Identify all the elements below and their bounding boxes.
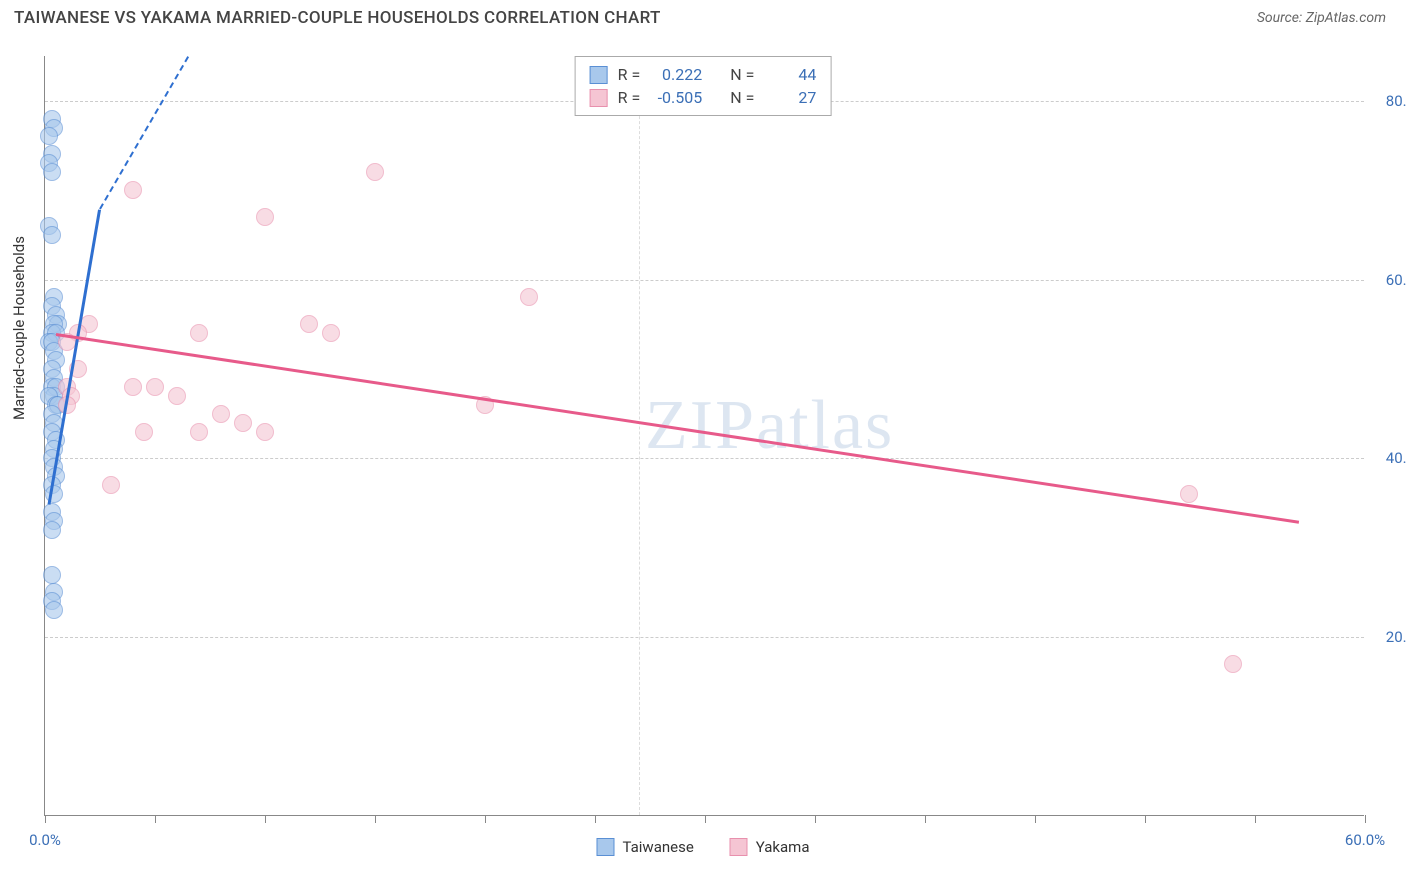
r-value: -0.505 <box>650 88 702 107</box>
chart-title: TAIWANESE VS YAKAMA MARRIED-COUPLE HOUSE… <box>14 8 661 28</box>
yakama-point <box>366 163 384 181</box>
y-tick-label: 20.0% <box>1386 628 1406 646</box>
gridline-vertical <box>639 56 640 815</box>
taiwanese-point <box>45 601 63 619</box>
x-tick <box>1035 815 1036 823</box>
x-tick <box>45 815 46 823</box>
legend-swatch <box>590 89 608 107</box>
x-tick <box>485 815 486 823</box>
series-legend: Taiwanese Yakama <box>596 838 809 856</box>
y-axis-title: Married-couple Households <box>10 236 28 420</box>
legend-label: Yakama <box>756 838 810 856</box>
y-tick-label: 60.0% <box>1386 271 1406 289</box>
taiwanese-point <box>43 163 61 181</box>
yakama-point <box>124 181 142 199</box>
correlation-legend: R = 0.222 N = 44 R = -0.505 N = 27 <box>575 56 832 116</box>
x-tick <box>925 815 926 823</box>
yakama-point <box>146 378 164 396</box>
yakama-point <box>135 423 153 441</box>
yakama-point <box>520 288 538 306</box>
x-tick <box>1145 815 1146 823</box>
n-label: N = <box>730 65 754 84</box>
r-label: R = <box>618 88 641 107</box>
yakama-point <box>256 208 274 226</box>
yakama-point <box>322 324 340 342</box>
x-tick <box>155 815 156 823</box>
legend-item: Yakama <box>730 838 810 856</box>
taiwanese-point <box>43 566 61 584</box>
yakama-point <box>300 315 318 333</box>
taiwanese-point <box>40 127 58 145</box>
yakama-point <box>1180 485 1198 503</box>
yakama-point <box>168 387 186 405</box>
taiwanese-point <box>43 521 61 539</box>
x-tick <box>265 815 266 823</box>
legend-label: Taiwanese <box>622 838 693 856</box>
y-tick-label: 40.0% <box>1386 449 1406 467</box>
yakama-point <box>256 423 274 441</box>
gridline-horizontal <box>45 458 1364 459</box>
x-tick-label: 60.0% <box>1345 831 1385 849</box>
yakama-point <box>1224 655 1242 673</box>
yakama-point <box>212 405 230 423</box>
n-value: 27 <box>764 88 816 107</box>
taiwanese-point <box>43 226 61 244</box>
yakama-point <box>124 378 142 396</box>
x-tick <box>1255 815 1256 823</box>
y-tick-label: 80.0% <box>1386 92 1406 110</box>
scatter-chart: ZIPatlas 20.0%40.0%60.0%80.0%0.0%60.0% <box>44 56 1364 816</box>
n-label: N = <box>730 88 754 107</box>
x-tick <box>1365 815 1366 823</box>
x-tick <box>595 815 596 823</box>
chart-header: TAIWANESE VS YAKAMA MARRIED-COUPLE HOUSE… <box>0 0 1406 38</box>
r-label: R = <box>618 65 641 84</box>
legend-item: Taiwanese <box>596 838 693 856</box>
source-label: Source: ZipAtlas.com <box>1257 10 1386 26</box>
legend-stat-row: R = 0.222 N = 44 <box>590 63 817 86</box>
x-tick <box>375 815 376 823</box>
yakama-point <box>102 476 120 494</box>
n-value: 44 <box>764 65 816 84</box>
trend-line <box>99 57 189 210</box>
gridline-horizontal <box>45 280 1364 281</box>
x-tick <box>705 815 706 823</box>
x-tick <box>815 815 816 823</box>
yakama-point <box>234 414 252 432</box>
legend-stat-row: R = -0.505 N = 27 <box>590 86 817 109</box>
yakama-point <box>190 324 208 342</box>
legend-swatch <box>596 838 614 856</box>
gridline-horizontal <box>45 637 1364 638</box>
r-value: 0.222 <box>650 65 702 84</box>
legend-swatch <box>730 838 748 856</box>
x-tick-label: 0.0% <box>29 831 61 849</box>
yakama-point <box>190 423 208 441</box>
legend-swatch <box>590 66 608 84</box>
